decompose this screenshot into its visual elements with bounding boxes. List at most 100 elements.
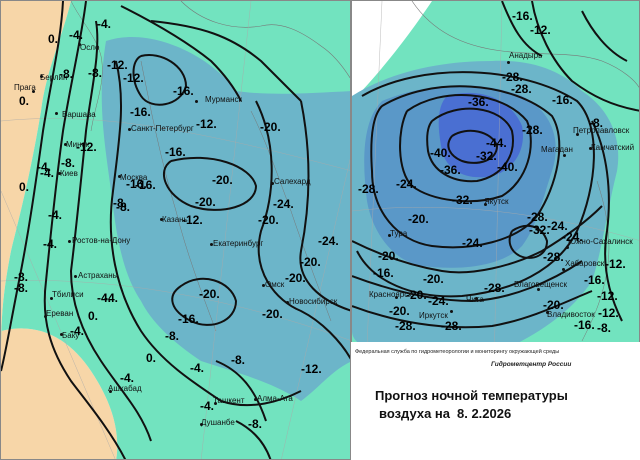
isotherm-label: -24. [562,230,583,244]
isotherm-label: -4. [190,361,205,375]
isotherm-label: -16. [552,93,573,107]
border-line-1 [140,60,217,332]
isotherm-label: -28. [441,319,462,333]
city-label-novosibirsk: Новосибирск [289,297,338,306]
isotherm-label: -16. [173,84,194,98]
city-label-vladivostok: Владивосток [547,310,595,319]
isotherm-label: -8. [14,270,29,284]
isotherm-label: -32. [452,193,473,207]
city-dot [563,154,566,157]
isotherm-label: 0. [146,351,157,365]
isotherm-label: -24. [273,197,294,211]
isotherm-label: -20. [285,271,306,285]
isotherm-label: -4. [70,324,85,338]
border-line-2 [250,110,332,322]
city-label-minsk: Минск [66,140,90,149]
city-label-blagoveshchensk: Благовещенск [514,280,567,289]
isotherm-label: -8. [116,200,131,214]
isotherm-lines [352,1,639,329]
city-label-rostov: Ростов-на-Дону [72,236,131,245]
isotherm-label: -36. [440,163,461,177]
city-label-kamchatsky: Камчатский [591,143,635,152]
city-dot [254,398,257,401]
west-map-panel [0,0,351,460]
city-label-almaty: Алма-Ата [257,394,293,403]
city-dot [64,143,67,146]
isotherm-label: -32. [529,223,550,237]
city-dot [566,246,569,249]
isotherm-label: -12. [530,23,551,37]
city-label-astrakhan: Астрахань [78,271,117,280]
isotherm-label: -36. [468,95,489,109]
city-dot [128,128,131,131]
isotherm-label: -24. [462,236,483,250]
warm-region-south [1,328,118,459]
isotherm-label: -20. [195,195,216,209]
city-label-tashkent: Ташкент [213,396,245,405]
city-dot [210,243,213,246]
parallel-1 [352,207,639,241]
city-label-moscow: Москва [120,173,148,182]
isotherm-label: -8. [88,66,103,80]
isotherm-label: 0. [88,309,99,323]
isotherm-label: -28. [543,250,564,264]
isotherm-label: -16. [178,312,199,326]
city-dot [55,112,58,115]
center-name: Гидрометцентр России [491,361,572,368]
city-label-baku: Баку [62,331,80,340]
city-dot [50,297,53,300]
isotherm-label: -20. [423,272,444,286]
city-label-magadan: Магадан [541,145,573,154]
city-label-salekhard: Салехард [274,177,311,186]
isotherm-label: -4. [200,399,215,413]
city-dot [195,100,198,103]
city-dot [271,182,274,185]
city-dot [32,90,35,93]
isotherm-label: -20. [262,307,283,321]
isotherm-label: -12. [598,306,619,320]
isotherm-label: -28. [358,182,379,196]
isotherm-label: -40. [497,160,518,174]
isotherm-label: -32. [476,149,497,163]
isotherm-label: -20. [260,120,281,134]
isotherm-label: -16. [574,318,595,332]
city-dot [68,240,71,243]
isotherm-label: -4. [104,291,119,305]
isotherm-label: -40. [430,146,451,160]
city-label-yuzhno: Южно-Сахалинск [568,237,633,246]
city-dot [60,333,63,336]
city-label-prague: Прага [14,83,36,92]
isotherm-label: -8. [59,67,74,81]
isotherm-label: -28. [484,281,505,295]
city-label-petropavlovsk: Петропавловск [573,126,630,135]
city-label-dushanbe: Душанбе [201,418,235,427]
forecast-subtitle: воздуха на [379,406,451,421]
isotherm-label: -12. [301,362,322,376]
city-label-murmansk: Мурманск [205,95,242,104]
city-dot [286,301,289,304]
land-boundary [180,1,350,79]
city-dot [160,218,163,221]
isotherm-label: -4. [97,291,112,305]
isotherm-label: 0. [19,180,30,194]
city-dot [537,288,540,291]
isotherm-label: -20. [212,173,233,187]
parallel-2 [1,280,350,341]
city-label-khabarovsk: Хабаровск [565,259,605,268]
isotherm-label: -28. [522,123,543,137]
isotherm-label: -44. [486,136,507,150]
isotherm-lines [1,1,350,459]
isotherm-label: 0. [48,32,59,46]
city-label-chita: Чита [466,295,484,304]
isotherm-label: -4. [37,160,52,174]
isotherm-label: -4. [48,208,63,222]
city-dot [58,172,61,175]
isotherm-label: -8. [589,116,604,130]
city-label-ekaterinburg: Екатеринбург [213,239,264,248]
isotherm-label: -12. [123,71,144,85]
isotherm-label: -24. [547,219,568,233]
city-dot [589,147,592,150]
city-label-omsk: Омск [265,280,285,289]
isotherm-label: -16. [126,177,147,191]
city-label-irkutsk: Иркутск [419,311,448,320]
